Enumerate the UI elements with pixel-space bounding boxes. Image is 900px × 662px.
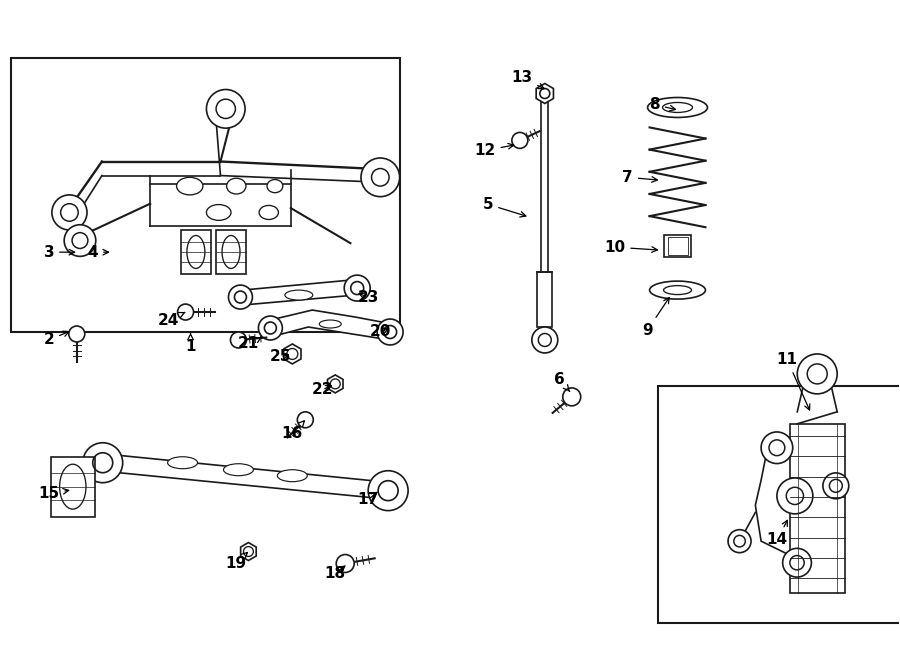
Circle shape — [761, 432, 793, 463]
Text: 19: 19 — [225, 553, 248, 571]
Circle shape — [361, 158, 400, 197]
Circle shape — [64, 224, 95, 256]
Circle shape — [258, 316, 283, 340]
Ellipse shape — [277, 470, 307, 482]
Circle shape — [229, 285, 252, 309]
Text: 8: 8 — [649, 97, 676, 112]
Text: 21: 21 — [238, 336, 262, 352]
Circle shape — [823, 473, 849, 498]
Polygon shape — [240, 543, 256, 561]
Ellipse shape — [320, 320, 341, 328]
Ellipse shape — [284, 290, 313, 300]
Ellipse shape — [267, 179, 283, 193]
Text: 12: 12 — [474, 143, 514, 158]
Text: 9: 9 — [643, 297, 670, 338]
Text: 4: 4 — [87, 245, 109, 260]
Ellipse shape — [206, 205, 231, 220]
Circle shape — [777, 478, 813, 514]
Text: 10: 10 — [604, 240, 657, 255]
Polygon shape — [242, 280, 356, 305]
Text: 3: 3 — [43, 245, 75, 260]
Circle shape — [344, 275, 370, 301]
Polygon shape — [284, 344, 301, 364]
Bar — [663, 235, 691, 257]
Circle shape — [512, 132, 527, 148]
Circle shape — [177, 304, 194, 320]
Bar — [790, 424, 845, 593]
Text: 7: 7 — [622, 170, 657, 185]
Ellipse shape — [259, 205, 278, 220]
Text: 17: 17 — [357, 492, 379, 507]
Bar — [181, 230, 211, 274]
Circle shape — [797, 354, 837, 394]
Circle shape — [52, 195, 87, 230]
Text: 25: 25 — [270, 350, 291, 365]
Text: 18: 18 — [325, 566, 346, 581]
Ellipse shape — [227, 178, 246, 194]
Ellipse shape — [650, 281, 706, 299]
Circle shape — [230, 332, 247, 348]
Text: 16: 16 — [282, 421, 304, 442]
Polygon shape — [755, 455, 829, 557]
Ellipse shape — [223, 463, 254, 476]
Ellipse shape — [648, 97, 707, 117]
Bar — [658, 386, 900, 624]
Ellipse shape — [167, 457, 197, 469]
Bar — [537, 272, 553, 327]
Circle shape — [206, 89, 245, 128]
Text: 24: 24 — [158, 312, 184, 328]
Circle shape — [68, 326, 85, 342]
Circle shape — [368, 471, 408, 510]
Text: 6: 6 — [554, 373, 570, 391]
Text: 2: 2 — [43, 331, 69, 348]
Circle shape — [783, 548, 812, 577]
Polygon shape — [270, 310, 392, 340]
Polygon shape — [103, 453, 392, 500]
Circle shape — [337, 555, 355, 573]
Text: 15: 15 — [39, 486, 68, 501]
Bar — [11, 58, 400, 332]
Circle shape — [728, 530, 751, 553]
Circle shape — [297, 412, 313, 428]
Circle shape — [562, 388, 580, 406]
Text: 13: 13 — [511, 70, 544, 89]
Text: 23: 23 — [357, 289, 379, 305]
Ellipse shape — [176, 177, 202, 195]
Circle shape — [377, 319, 403, 345]
Circle shape — [83, 443, 122, 483]
Text: 5: 5 — [482, 197, 526, 217]
Polygon shape — [328, 375, 343, 393]
Bar — [216, 230, 246, 274]
Text: 20: 20 — [370, 324, 391, 340]
Polygon shape — [536, 83, 554, 103]
Bar — [668, 237, 688, 255]
Bar — [50, 457, 94, 516]
Text: 11: 11 — [777, 352, 810, 410]
Text: 1: 1 — [185, 334, 196, 354]
Text: 22: 22 — [311, 383, 333, 397]
Text: 14: 14 — [767, 520, 788, 547]
Circle shape — [532, 327, 558, 353]
